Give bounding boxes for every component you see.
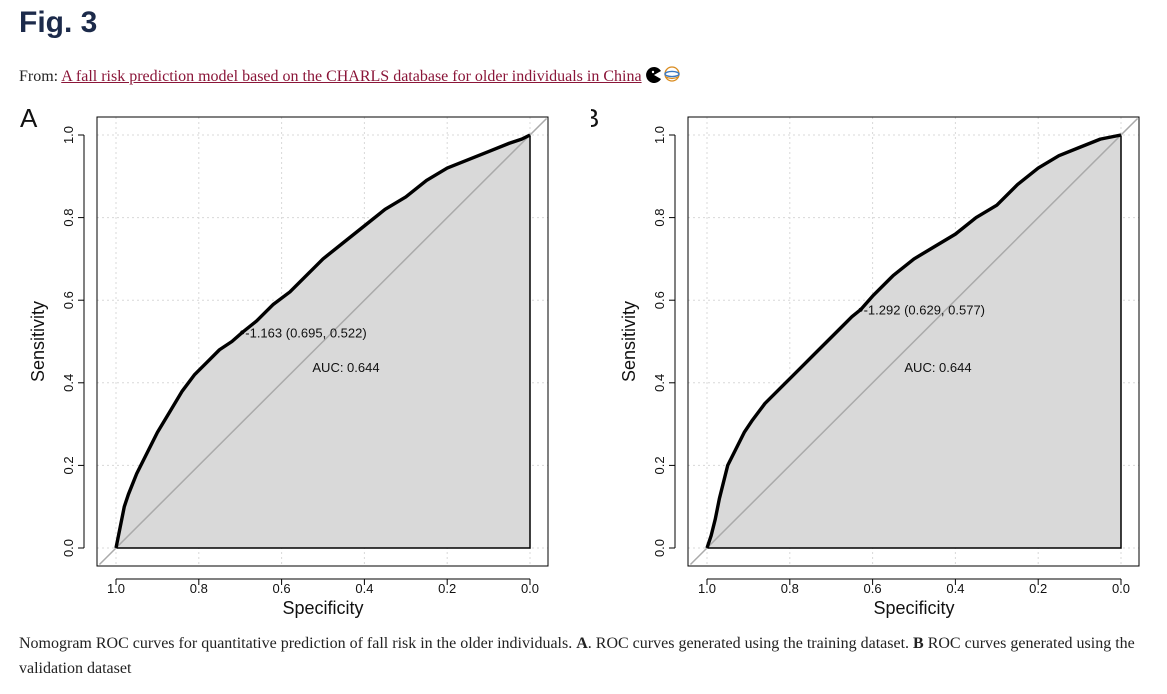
y-tick-label: 0.8: [652, 209, 667, 227]
roc-curve: [114, 133, 531, 549]
threshold-label: -1.163 (0.695, 0.522): [245, 325, 366, 340]
x-tick-label: 0.0: [521, 581, 539, 596]
threshold-point: [858, 307, 863, 312]
caption-text-a: . ROC curves generated using the trainin…: [587, 635, 910, 652]
caption-text-b: ROC curves generated using the validatio…: [19, 635, 1135, 677]
x-tick-label: 0.2: [1029, 581, 1047, 596]
y-tick-label: 0.0: [652, 539, 667, 557]
caption-intro: Nomogram ROC curves for quantitative pre…: [19, 635, 573, 652]
auc-label: AUC: 0.644: [904, 360, 971, 375]
chance-diagonal: [98, 117, 548, 566]
x-tick-label: 0.4: [946, 581, 964, 596]
threshold-label: -1.292 (0.629, 0.577): [864, 303, 985, 318]
threshold-point: [240, 330, 245, 335]
plot-box: [96, 116, 549, 567]
x-tick-label: 0.8: [781, 581, 799, 596]
x-tick-label: 1.0: [107, 581, 125, 596]
from-prefix: From:: [19, 68, 62, 86]
panel-label-b: B: [591, 103, 599, 133]
article-icons: [644, 66, 682, 89]
y-tick-label: 1.0: [61, 126, 76, 144]
caption-label-a: A: [576, 635, 588, 652]
x-tick-label: 0.0: [1112, 581, 1130, 596]
x-tick-label: 0.6: [273, 581, 291, 596]
x-tick-label: 1.0: [698, 581, 716, 596]
chance-diagonal: [689, 117, 1139, 566]
y-tick-label: 0.6: [652, 291, 667, 309]
x-tick-label: 0.4: [355, 581, 373, 596]
x-tick-label: 0.2: [438, 581, 456, 596]
y-tick-label: 0.2: [652, 456, 667, 474]
y-tick-label: 0.4: [652, 374, 667, 392]
pacman-globe-icon: [645, 66, 680, 83]
roc-chart-b: B 1.0 0.8 0.6 0.4 0.2 0.0 0.0 0.2 0.4 0.6 0.8 1.0 Sp…: [591, 103, 1140, 618]
article-link[interactable]: A fall risk prediction model based on th…: [61, 68, 642, 86]
roc-chart-a: A 1.0 0.8 0.6 0.4 0.2 0.0 0.0 0.2 0.4 0.6 0.8 1.0 Sp…: [20, 103, 549, 618]
x-axis-title: Specificity: [873, 598, 954, 618]
x-tick-label: 0.6: [864, 581, 882, 596]
y-tick-label: 0.6: [61, 291, 76, 309]
x-tick-label: 0.8: [190, 581, 208, 596]
caption-label-b: B: [913, 635, 924, 652]
roc-curve: [705, 133, 1122, 549]
auc-label: AUC: 0.644: [312, 360, 379, 375]
x-axis-title: Specificity: [282, 598, 363, 618]
y-axis-title: Sensitivity: [619, 301, 639, 382]
source-line: From: A fall risk prediction model based…: [19, 66, 682, 89]
y-tick-label: 0.8: [61, 209, 76, 227]
y-axis-title: Sensitivity: [28, 301, 48, 382]
y-tick-label: 0.4: [61, 374, 76, 392]
y-tick-label: 1.0: [652, 126, 667, 144]
figure-title: Fig. 3: [19, 6, 98, 39]
y-tick-label: 0.2: [61, 456, 76, 474]
plot-box: [687, 116, 1140, 567]
panel-label-a: A: [20, 103, 38, 133]
y-tick-label: 0.0: [61, 539, 76, 557]
figure-caption: Nomogram ROC curves for quantitative pre…: [19, 631, 1139, 681]
